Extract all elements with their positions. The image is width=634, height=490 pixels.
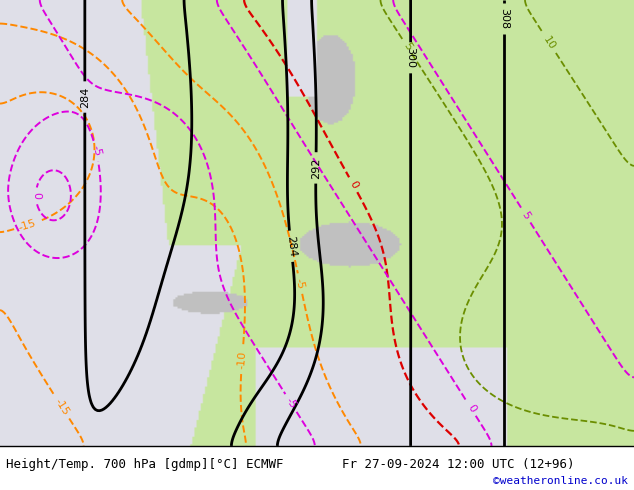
Text: Fr 27-09-2024 12:00 UTC (12+96): Fr 27-09-2024 12:00 UTC (12+96) <box>342 458 575 471</box>
Text: -15: -15 <box>18 218 37 233</box>
Text: 10: 10 <box>541 34 557 51</box>
Text: 0: 0 <box>347 179 359 190</box>
Text: 308: 308 <box>499 8 509 29</box>
Text: 292: 292 <box>311 157 321 179</box>
Text: 0: 0 <box>31 192 41 199</box>
Text: 284: 284 <box>80 86 90 108</box>
Text: -5: -5 <box>90 145 102 158</box>
Text: ©weatheronline.co.uk: ©weatheronline.co.uk <box>493 476 628 486</box>
Text: -5: -5 <box>294 277 306 290</box>
Text: 284: 284 <box>285 235 297 257</box>
Text: -5: -5 <box>284 395 298 410</box>
Text: 300: 300 <box>406 48 416 68</box>
Text: -15: -15 <box>53 396 71 417</box>
Text: 5: 5 <box>520 210 532 221</box>
Text: Height/Temp. 700 hPa [gdmp][°C] ECMWF: Height/Temp. 700 hPa [gdmp][°C] ECMWF <box>6 458 284 471</box>
Text: 5: 5 <box>401 41 413 52</box>
Text: 0: 0 <box>465 403 477 414</box>
Text: -10: -10 <box>236 351 248 369</box>
